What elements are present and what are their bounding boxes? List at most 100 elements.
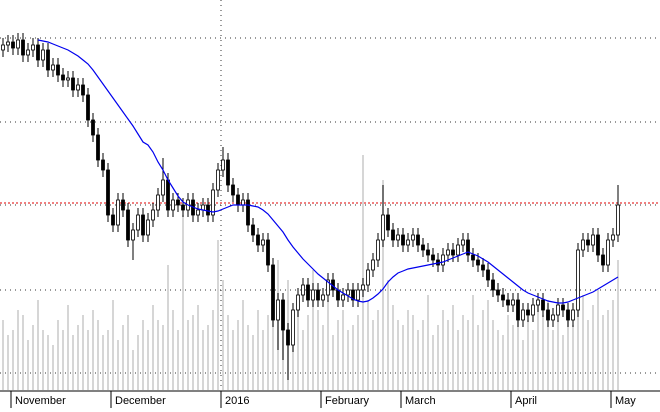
candle-body [286,329,290,346]
volume-bar [462,315,464,390]
x-tick-label: December [115,395,166,407]
candle-body [271,264,275,321]
volume-bar [37,300,39,390]
volume-bar [577,280,579,390]
volume-bar [312,270,314,390]
candle-body [181,204,185,211]
candle-body [556,304,560,316]
candle-body [1,44,5,51]
x-tick-label: March [405,395,436,407]
volume-bar [542,315,544,390]
candle-body [111,214,115,226]
candle-body [166,179,170,211]
candle-body [261,239,265,246]
candle-body [406,239,410,246]
candle-body [11,41,15,49]
volume-bar [2,320,4,390]
volume-bar [352,325,354,390]
volume-bar [262,330,264,390]
candle-body [506,299,510,306]
candle-body [411,234,415,241]
volume-bar [467,320,469,390]
candle-body [601,254,605,266]
candle-body [131,229,135,241]
candle-body [346,289,350,296]
candle-body [16,39,20,49]
candle-body [276,299,280,321]
volume-bar [517,310,519,390]
volume-bar [472,295,474,390]
volume-bar [422,320,424,390]
volume-bar [57,320,59,390]
candle-body [541,299,545,311]
candle-body [326,279,330,296]
candle-body [521,309,525,321]
volume-bar [97,320,99,390]
volume-bar [177,330,179,390]
volume-bar [137,335,139,390]
candle-body [141,214,145,236]
volume-bar [482,310,484,390]
candle-body [571,309,575,321]
candle-body [41,49,45,61]
candle-body [101,159,105,171]
volume-bar [202,330,204,390]
candle-body [116,199,120,226]
volume-bar [392,305,394,390]
volume-bar [192,315,194,390]
volume-bar [477,325,479,390]
volume-bar [302,330,304,390]
volume-bar [107,330,109,390]
volume-bar [427,295,429,390]
candle-body [176,199,180,206]
volume-bar [457,330,459,390]
volume-bar [367,300,369,390]
candle-body [86,94,90,121]
candle-body [511,299,515,306]
volume-bar [62,330,64,390]
volume-bar [572,325,574,390]
volume-bar [292,320,294,390]
x-tick-label: May [615,395,636,407]
volume-bar [492,320,494,390]
volume-bar [562,335,564,390]
candle-body [306,284,310,301]
volume-bar [242,300,244,390]
volume-bar [267,315,269,390]
volume-bar [87,330,89,390]
volume-bar [207,325,209,390]
candle-body [6,41,10,46]
candle-body [461,239,465,246]
candle-body [536,299,540,306]
x-tick-label: April [515,395,537,407]
candle-body [581,239,585,251]
candle-body [466,239,470,256]
volume-bar [507,315,509,390]
volume-bar [237,320,239,390]
candle-body [396,234,400,241]
volume-bar [412,315,414,390]
candle-body [376,239,380,261]
volume-bar [362,155,364,390]
candle-body [596,234,600,256]
x-tick-label: November [15,395,66,407]
volume-bar [567,310,569,390]
volume-bar [502,335,504,390]
volume-bar [247,325,249,390]
candle-body [501,294,505,301]
volume-bar [527,320,529,390]
volume-bar [102,335,104,390]
volume-bar [52,345,54,390]
volume-bar [347,330,349,390]
candle-body [391,229,395,241]
volume-bar [12,330,14,390]
volume-bar [437,325,439,390]
volume-bar [397,320,399,390]
candle-body [531,304,535,316]
volume-bar [587,320,589,390]
volume-bar [127,315,129,390]
volume-bar [327,300,329,390]
candle-body [371,259,375,271]
